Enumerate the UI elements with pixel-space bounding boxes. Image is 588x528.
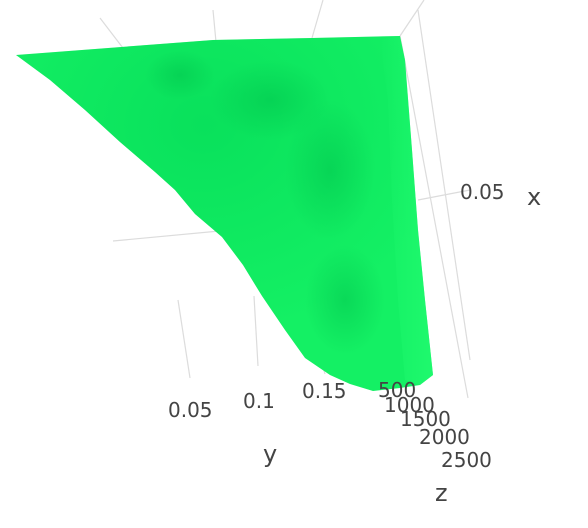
grid-line [99,17,127,53]
surface-shade [145,50,215,100]
grid-line [212,9,217,43]
y-tick-label: 0.15 [302,379,347,403]
y-tick-label: 0.1 [243,389,275,413]
grid-line [399,35,469,399]
z-tick-label: 2000 [419,425,470,449]
surface-mesh[interactable] [16,36,433,391]
x-axis: 0.05 x [460,180,541,211]
x-tick-label: 0.05 [460,180,505,204]
y-axis-title: y [263,440,277,468]
grid-line [177,299,191,379]
z-tick-label: 2500 [441,448,492,472]
grid-line [112,229,231,242]
z-tick-label: 500 [378,378,416,402]
y-tick-label: 0.05 [168,398,213,422]
y-axis: 0.05 0.1 0.15 y [168,379,347,468]
grid-line [417,9,471,361]
z-tick-label: 1000 [384,393,435,417]
x-axis-title: x [527,183,541,211]
z-axis: 500 1000 1500 2000 2500 z [378,378,492,507]
surface-edge-highlight [380,36,433,385]
z-axis-title: z [435,479,448,507]
grid-line [417,189,471,201]
grid-line [253,295,259,367]
surface-shade [305,245,385,355]
grid-line [311,0,324,39]
surface-shade [285,100,375,240]
grid-line [399,0,425,37]
z-tick-label: 1500 [400,407,451,431]
